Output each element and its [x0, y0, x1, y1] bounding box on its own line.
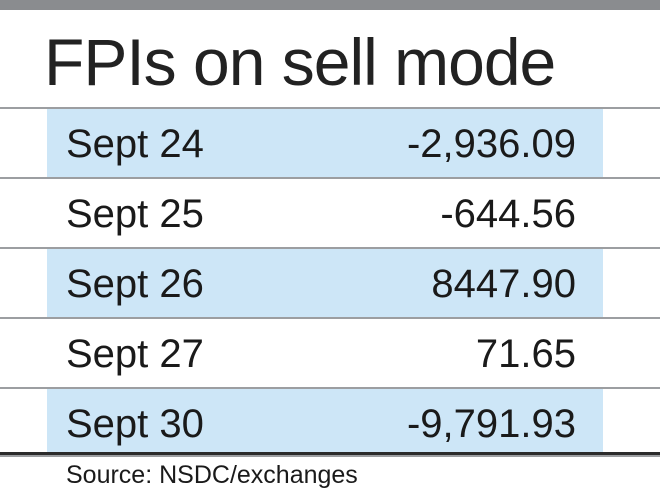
row-value: 71.65 — [475, 332, 576, 376]
chart-title: FPIs on sell mode — [44, 25, 556, 99]
bottom-rule — [0, 452, 660, 455]
row-date: Sept 30 — [66, 402, 204, 446]
row-date: Sept 26 — [66, 262, 204, 306]
row-value: -9,791.93 — [406, 402, 576, 446]
table-row: Sept 25 -644.56 — [0, 177, 660, 247]
table-row: Sept 30 -9,791.93 — [0, 387, 660, 457]
row-date: Sept 27 — [66, 332, 204, 376]
row-date: Sept 25 — [66, 192, 204, 236]
row-value: 8447.90 — [431, 262, 576, 306]
table-row: Sept 26 8447.90 — [0, 247, 660, 317]
row-value: -644.56 — [440, 192, 576, 236]
row-date: Sept 24 — [66, 122, 204, 166]
top-rule — [0, 0, 660, 10]
source-note: Source: NSDC/exchanges — [66, 461, 358, 489]
row-value: -2,936.09 — [406, 122, 576, 166]
table-row: Sept 27 71.65 — [0, 317, 660, 387]
table-row: Sept 24 -2,936.09 — [0, 107, 660, 177]
fpi-table: Sept 24 -2,936.09 Sept 25 -644.56 Sept 2… — [0, 107, 660, 457]
